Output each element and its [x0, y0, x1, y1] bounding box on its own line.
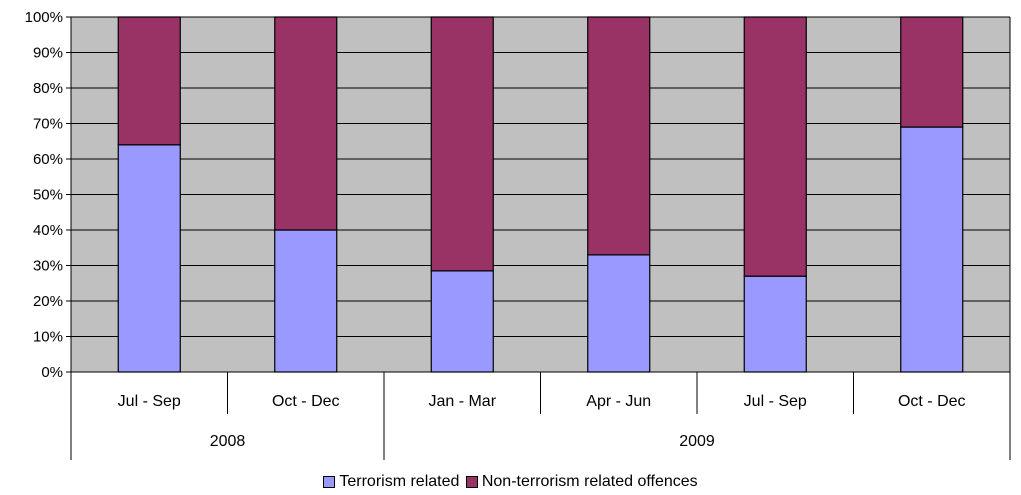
stacked-bar-chart: 0% 10% 20% 30% 40% 50% 60% 70% 80% 90% 100% Jul - … — [25, 9, 1011, 460]
y-tick-label: 20% — [33, 293, 63, 310]
bar-terrorism — [743, 275, 807, 373]
y-tick-label: 70% — [33, 116, 63, 133]
legend: Terrorism related Non-terrorism related … — [0, 473, 1021, 493]
legend-swatch-terrorism — [323, 476, 336, 488]
y-tick-label: 0% — [41, 364, 63, 381]
bar-non-terrorism — [587, 16, 651, 256]
bar-terrorism — [430, 270, 494, 373]
y-tick-label: 80% — [33, 80, 63, 97]
y-tick-label: 90% — [33, 45, 63, 62]
x-category-label: Oct - Dec — [898, 393, 966, 410]
y-tick-label: 40% — [33, 222, 63, 239]
y-tick-label: 10% — [33, 329, 63, 346]
bar-non-terrorism — [117, 16, 181, 146]
x-category-label: Oct - Dec — [272, 393, 340, 410]
legend-swatch-non-terrorism — [465, 476, 478, 488]
legend-label-terrorism: Terrorism related — [339, 473, 460, 490]
bar-non-terrorism — [900, 16, 964, 128]
x-category-label: Apr - Jun — [586, 393, 651, 410]
x-group-label: 2009 — [679, 433, 715, 450]
bar-terrorism — [117, 144, 181, 373]
bar-non-terrorism — [743, 16, 807, 277]
y-tick-label: 30% — [33, 258, 63, 275]
x-group-label: 2008 — [210, 433, 246, 450]
bar-terrorism — [274, 229, 338, 373]
bar-non-terrorism — [274, 16, 338, 231]
legend-label-non-terrorism: Non-terrorism related offences — [481, 473, 698, 490]
x-category-label: Jul - Sep — [744, 393, 807, 410]
bar-terrorism — [587, 254, 651, 373]
x-category-label: Jan - Mar — [428, 393, 496, 410]
bar-non-terrorism — [430, 16, 494, 272]
legend-item-non-terrorism: Non-terrorism related offences — [465, 473, 698, 491]
x-category-label: Jul - Sep — [118, 393, 181, 410]
y-tick-label: 60% — [33, 151, 63, 168]
y-tick-label: 50% — [33, 187, 63, 204]
legend-item-terrorism: Terrorism related — [323, 473, 459, 491]
bar-terrorism — [900, 126, 964, 373]
y-tick-label: 100% — [25, 9, 63, 26]
